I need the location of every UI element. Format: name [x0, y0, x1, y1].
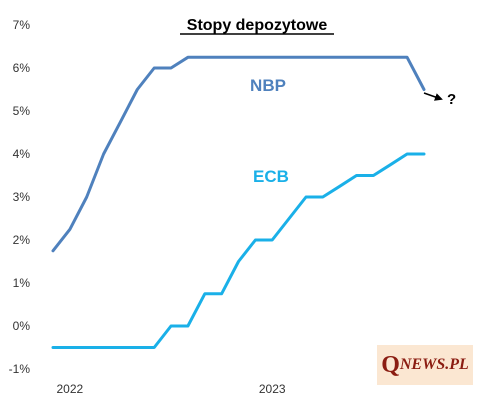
series-label-nbp: NBP: [250, 76, 286, 95]
x-tick-label: 2023: [259, 382, 286, 396]
y-tick-label: 3%: [13, 190, 31, 204]
y-tick-label: 7%: [13, 18, 31, 32]
qnews-logo: Q NEWS.PL: [377, 345, 473, 385]
y-tick-label: 2%: [13, 233, 31, 247]
forecast-annotation: ?: [423, 91, 456, 108]
y-axis-ticks: -1% 0% 1% 2% 3% 4% 5% 6% 7%: [9, 18, 31, 376]
forecast-arrow: [423, 92, 443, 101]
x-tick-label: 2022: [57, 382, 84, 396]
y-tick-label: 1%: [13, 276, 31, 290]
logo-letter-q: Q: [381, 351, 400, 378]
series-line-ecb: [51, 152, 426, 349]
y-tick-label: 0%: [13, 319, 31, 333]
y-tick-label: 6%: [13, 61, 31, 75]
logo-text: NEWS.PL: [399, 356, 469, 373]
y-tick-label: 4%: [13, 147, 31, 161]
y-tick-label: 5%: [13, 104, 31, 118]
chart-title: Stopy depozytowe: [187, 17, 328, 34]
series-line-nbp: [51, 55, 426, 253]
x-axis-ticks: 2022 2023: [57, 382, 286, 396]
series-lines: [51, 55, 426, 349]
forecast-question-mark: ?: [447, 91, 456, 108]
y-tick-label: -1%: [9, 362, 31, 376]
series-labels: NBP ECB: [250, 76, 289, 186]
series-label-ecb: ECB: [253, 167, 289, 186]
